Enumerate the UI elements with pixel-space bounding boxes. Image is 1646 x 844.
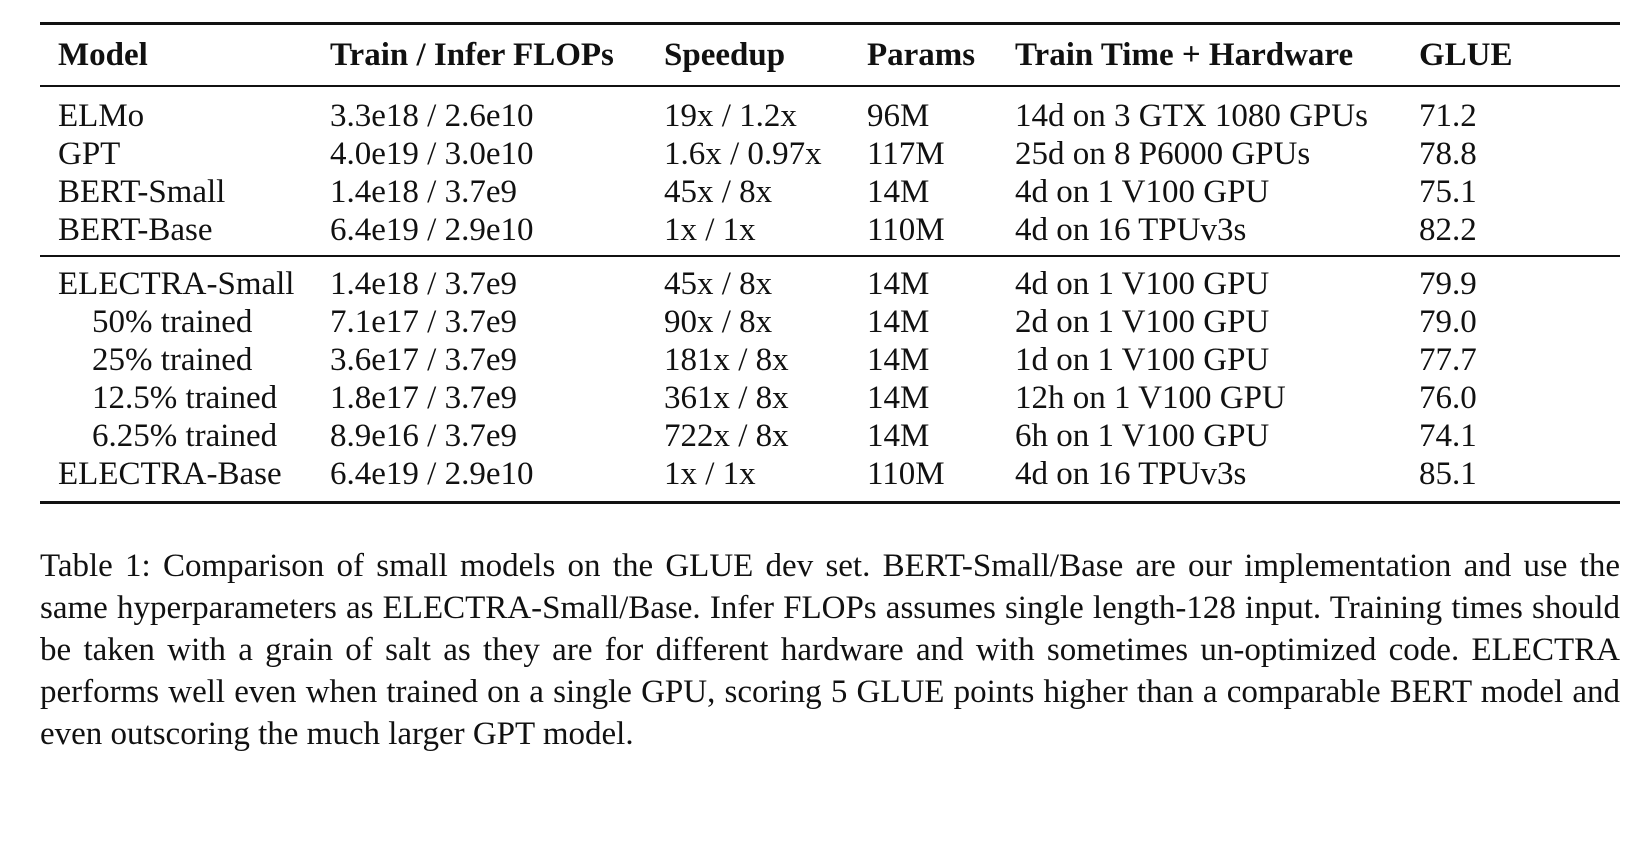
speedup-cell: 90x / 8x	[664, 304, 773, 340]
column-header-glue: GLUE	[1419, 37, 1513, 73]
params-cell: 96M	[867, 98, 930, 134]
model-cell: BERT-Small	[58, 174, 226, 210]
train-time-cell: 4d on 1 V100 GPU	[1015, 174, 1270, 210]
flops-cell: 7.1e17 / 3.7e9	[330, 304, 517, 340]
glue-cell: 77.7	[1419, 342, 1477, 378]
model-cell: 25% trained	[92, 342, 253, 378]
model-cell: 50% trained	[92, 304, 253, 340]
flops-cell: 3.6e17 / 3.7e9	[330, 342, 517, 378]
table-row: ELECTRA-Small 1.4e18 / 3.7e9 45x / 8x 14…	[40, 255, 1620, 303]
params-cell: 117M	[867, 136, 945, 172]
model-cell: BERT-Base	[58, 212, 213, 248]
params-cell: 14M	[867, 304, 930, 340]
train-time-cell: 4d on 1 V100 GPU	[1015, 255, 1419, 303]
glue-cell: 82.2	[1419, 212, 1477, 248]
train-time-cell: 25d on 8 P6000 GPUs	[1015, 136, 1311, 172]
model-cell: GPT	[58, 136, 121, 172]
table-row: 12.5% trained 1.8e17 / 3.7e9 361x / 8x 1…	[40, 379, 1620, 417]
column-header-flops: Train / Infer FLOPs	[330, 37, 614, 73]
speedup-cell: 181x / 8x	[664, 342, 789, 378]
train-time-cell: 1d on 1 V100 GPU	[1015, 342, 1270, 378]
model-cell: 6.25% trained	[92, 418, 278, 454]
table-row: BERT-Small 1.4e18 / 3.7e9 45x / 8x 14M 4…	[40, 173, 1620, 211]
model-cell: 12.5% trained	[92, 380, 278, 416]
table-header-row: Model Train / Infer FLOPs Speedup Params…	[40, 23, 1620, 86]
speedup-cell: 45x / 8x	[664, 174, 773, 210]
model-cell: ELMo	[58, 98, 145, 134]
flops-cell: 6.4e19 / 2.9e10	[330, 455, 664, 504]
model-cell: ELECTRA-Base	[40, 455, 330, 504]
column-header-params: Params	[867, 37, 976, 73]
glue-cell: 75.1	[1419, 174, 1477, 210]
table-row: 6.25% trained 8.9e16 / 3.7e9 722x / 8x 1…	[40, 417, 1620, 455]
table-row: 50% trained 7.1e17 / 3.7e9 90x / 8x 14M …	[40, 303, 1620, 341]
train-time-cell: 4d on 16 TPUv3s	[1015, 455, 1419, 504]
speedup-cell: 1x / 1x	[664, 212, 756, 248]
glue-cell: 78.8	[1419, 136, 1477, 172]
speedup-cell: 45x / 8x	[664, 255, 867, 303]
params-cell: 14M	[867, 380, 930, 416]
train-time-cell: 2d on 1 V100 GPU	[1015, 304, 1270, 340]
flops-cell: 1.4e18 / 3.7e9	[330, 255, 664, 303]
train-time-cell: 14d on 3 GTX 1080 GPUs	[1015, 98, 1368, 134]
params-cell: 110M	[867, 212, 945, 248]
glue-cell: 74.1	[1419, 418, 1477, 454]
speedup-cell: 19x / 1.2x	[664, 98, 797, 134]
train-time-cell: 12h on 1 V100 GPU	[1015, 380, 1286, 416]
flops-cell: 4.0e19 / 3.0e10	[330, 136, 534, 172]
results-table: Model Train / Infer FLOPs Speedup Params…	[40, 22, 1620, 504]
params-cell: 110M	[867, 455, 1015, 504]
speedup-cell: 1x / 1x	[664, 455, 867, 504]
speedup-cell: 722x / 8x	[664, 418, 789, 454]
baseline-models-group: ELMo 3.3e18 / 2.6e10 19x / 1.2x 96M 14d …	[40, 86, 1620, 256]
glue-cell: 85.1	[1419, 455, 1620, 504]
flops-cell: 8.9e16 / 3.7e9	[330, 418, 517, 454]
table-row: ELMo 3.3e18 / 2.6e10 19x / 1.2x 96M 14d …	[40, 86, 1620, 135]
train-time-cell: 4d on 16 TPUv3s	[1015, 212, 1247, 248]
speedup-cell: 361x / 8x	[664, 380, 789, 416]
table-row: 25% trained 3.6e17 / 3.7e9 181x / 8x 14M…	[40, 341, 1620, 379]
params-cell: 14M	[867, 255, 1015, 303]
glue-cell: 71.2	[1419, 98, 1477, 134]
table-row: GPT 4.0e19 / 3.0e10 1.6x / 0.97x 117M 25…	[40, 135, 1620, 173]
flops-cell: 6.4e19 / 2.9e10	[330, 212, 534, 248]
params-cell: 14M	[867, 418, 930, 454]
params-cell: 14M	[867, 174, 930, 210]
flops-cell: 1.8e17 / 3.7e9	[330, 380, 517, 416]
column-header-train-time: Train Time + Hardware	[1015, 37, 1354, 73]
table-caption: Table 1: Comparison of small models on t…	[40, 548, 1620, 752]
column-header-speedup: Speedup	[664, 37, 786, 73]
params-cell: 14M	[867, 342, 930, 378]
train-time-cell: 6h on 1 V100 GPU	[1015, 418, 1270, 454]
electra-models-group: ELECTRA-Small 1.4e18 / 3.7e9 45x / 8x 14…	[40, 255, 1620, 504]
glue-cell: 76.0	[1419, 380, 1477, 416]
flops-cell: 1.4e18 / 3.7e9	[330, 174, 517, 210]
column-header-model: Model	[58, 37, 148, 73]
model-cell: ELECTRA-Small	[40, 255, 330, 303]
glue-cell: 79.0	[1419, 304, 1477, 340]
table-row: BERT-Base 6.4e19 / 2.9e10 1x / 1x 110M 4…	[40, 211, 1620, 256]
table-row: ELECTRA-Base 6.4e19 / 2.9e10 1x / 1x 110…	[40, 455, 1620, 504]
speedup-cell: 1.6x / 0.97x	[664, 136, 822, 172]
flops-cell: 3.3e18 / 2.6e10	[330, 98, 534, 134]
glue-cell: 79.9	[1419, 255, 1620, 303]
